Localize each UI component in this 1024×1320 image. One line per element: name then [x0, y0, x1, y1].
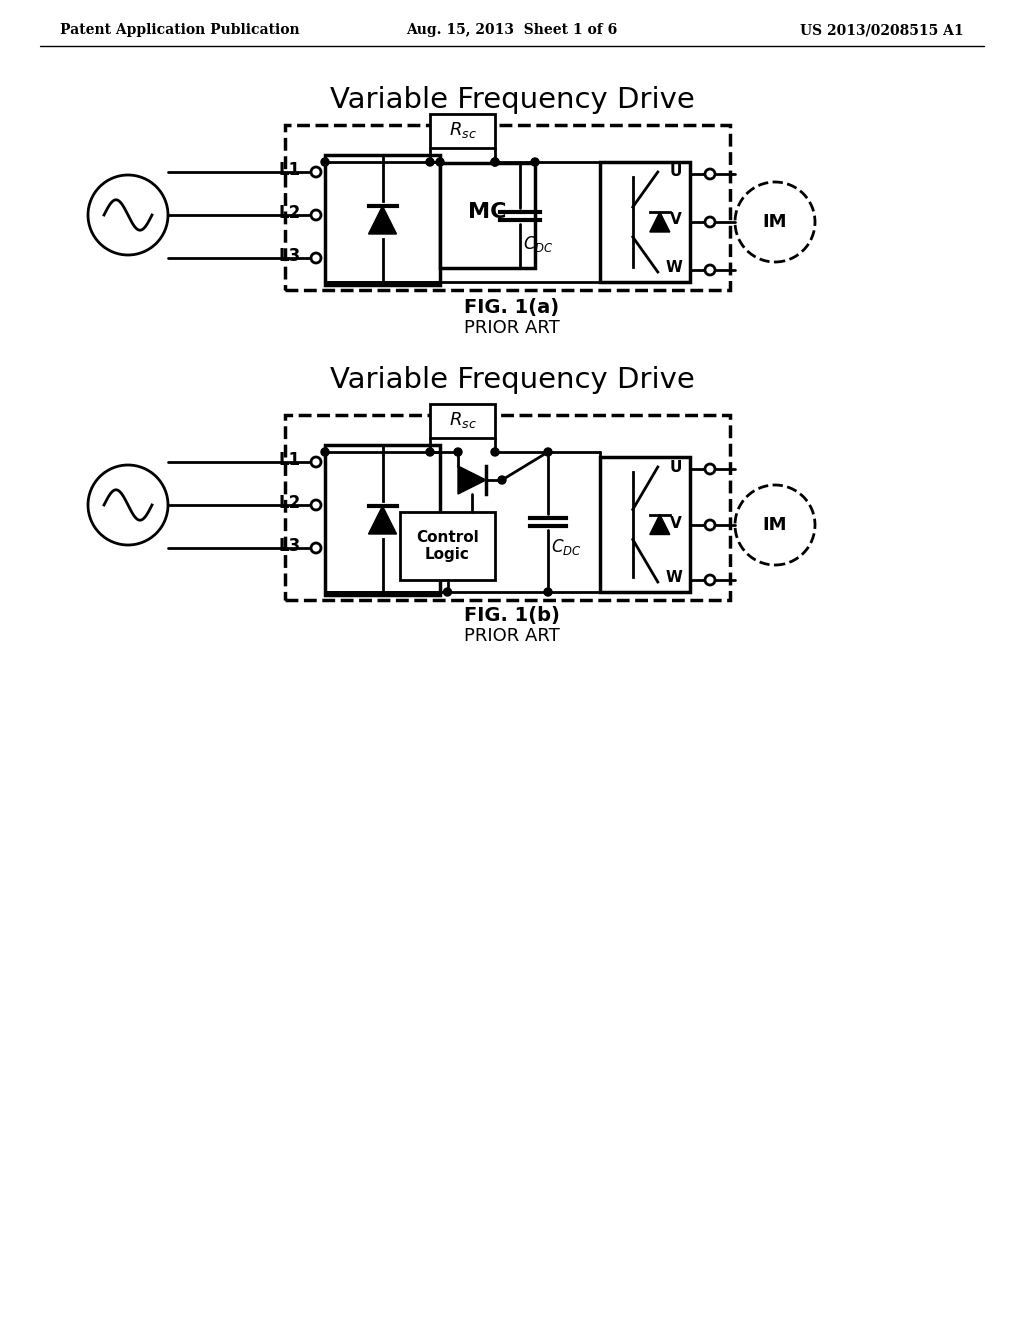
Circle shape [321, 447, 329, 455]
Text: Control: Control [416, 531, 479, 545]
Text: FIG. 1(a): FIG. 1(a) [465, 298, 559, 318]
Text: L2: L2 [279, 205, 301, 222]
Text: $R_{sc}$: $R_{sc}$ [449, 411, 476, 430]
Polygon shape [650, 213, 670, 232]
Text: $R_{sc}$: $R_{sc}$ [449, 120, 476, 140]
Circle shape [436, 158, 444, 166]
Text: $C_{DC}$: $C_{DC}$ [551, 537, 582, 557]
Text: L1: L1 [279, 161, 301, 180]
Text: Variable Frequency Drive: Variable Frequency Drive [330, 366, 694, 393]
Circle shape [426, 447, 434, 455]
Text: W: W [666, 260, 682, 276]
Text: L3: L3 [279, 537, 301, 554]
Bar [285, 414, 730, 601]
Text: V: V [671, 516, 682, 531]
Circle shape [498, 477, 506, 484]
Bar [285, 125, 730, 290]
Circle shape [311, 168, 321, 177]
Text: PRIOR ART: PRIOR ART [464, 319, 560, 337]
Text: PRIOR ART: PRIOR ART [464, 627, 560, 645]
Bar [440, 162, 535, 268]
Circle shape [705, 169, 715, 180]
Text: L3: L3 [279, 247, 301, 265]
Text: W: W [666, 570, 682, 586]
Text: MC: MC [468, 202, 507, 222]
Text: V: V [671, 213, 682, 227]
Text: US 2013/0208515 A1: US 2013/0208515 A1 [801, 22, 964, 37]
Circle shape [311, 543, 321, 553]
Circle shape [443, 587, 452, 597]
Circle shape [544, 587, 552, 597]
Circle shape [426, 158, 434, 166]
Circle shape [531, 158, 539, 166]
Bar [600, 457, 690, 591]
Text: IM: IM [763, 213, 787, 231]
Circle shape [705, 265, 715, 275]
Text: Logic: Logic [425, 546, 470, 561]
Polygon shape [369, 206, 396, 234]
Circle shape [311, 210, 321, 220]
Circle shape [311, 253, 321, 263]
Circle shape [705, 520, 715, 531]
Polygon shape [369, 506, 396, 535]
Bar [325, 445, 440, 595]
Circle shape [311, 457, 321, 467]
Circle shape [705, 576, 715, 585]
Circle shape [321, 158, 329, 166]
Bar [600, 162, 690, 282]
Circle shape [705, 465, 715, 474]
Text: Aug. 15, 2013  Sheet 1 of 6: Aug. 15, 2013 Sheet 1 of 6 [407, 22, 617, 37]
Text: L2: L2 [279, 494, 301, 512]
Text: $C_{DC}$: $C_{DC}$ [523, 234, 554, 253]
Circle shape [490, 158, 499, 166]
Circle shape [490, 447, 499, 455]
Circle shape [454, 447, 462, 455]
Text: Variable Frequency Drive: Variable Frequency Drive [330, 86, 694, 114]
Text: U: U [670, 459, 682, 474]
Circle shape [705, 216, 715, 227]
Text: L1: L1 [279, 451, 301, 469]
Circle shape [490, 158, 499, 166]
Text: Patent Application Publication: Patent Application Publication [60, 22, 300, 37]
Polygon shape [650, 515, 670, 535]
Circle shape [544, 447, 552, 455]
Polygon shape [458, 466, 486, 494]
Text: FIG. 1(b): FIG. 1(b) [464, 606, 560, 626]
Bar [400, 512, 495, 579]
Circle shape [311, 500, 321, 510]
Text: U: U [670, 165, 682, 180]
Bar [430, 114, 495, 148]
Bar [430, 404, 495, 438]
Text: IM: IM [763, 516, 787, 535]
Bar [325, 154, 440, 285]
